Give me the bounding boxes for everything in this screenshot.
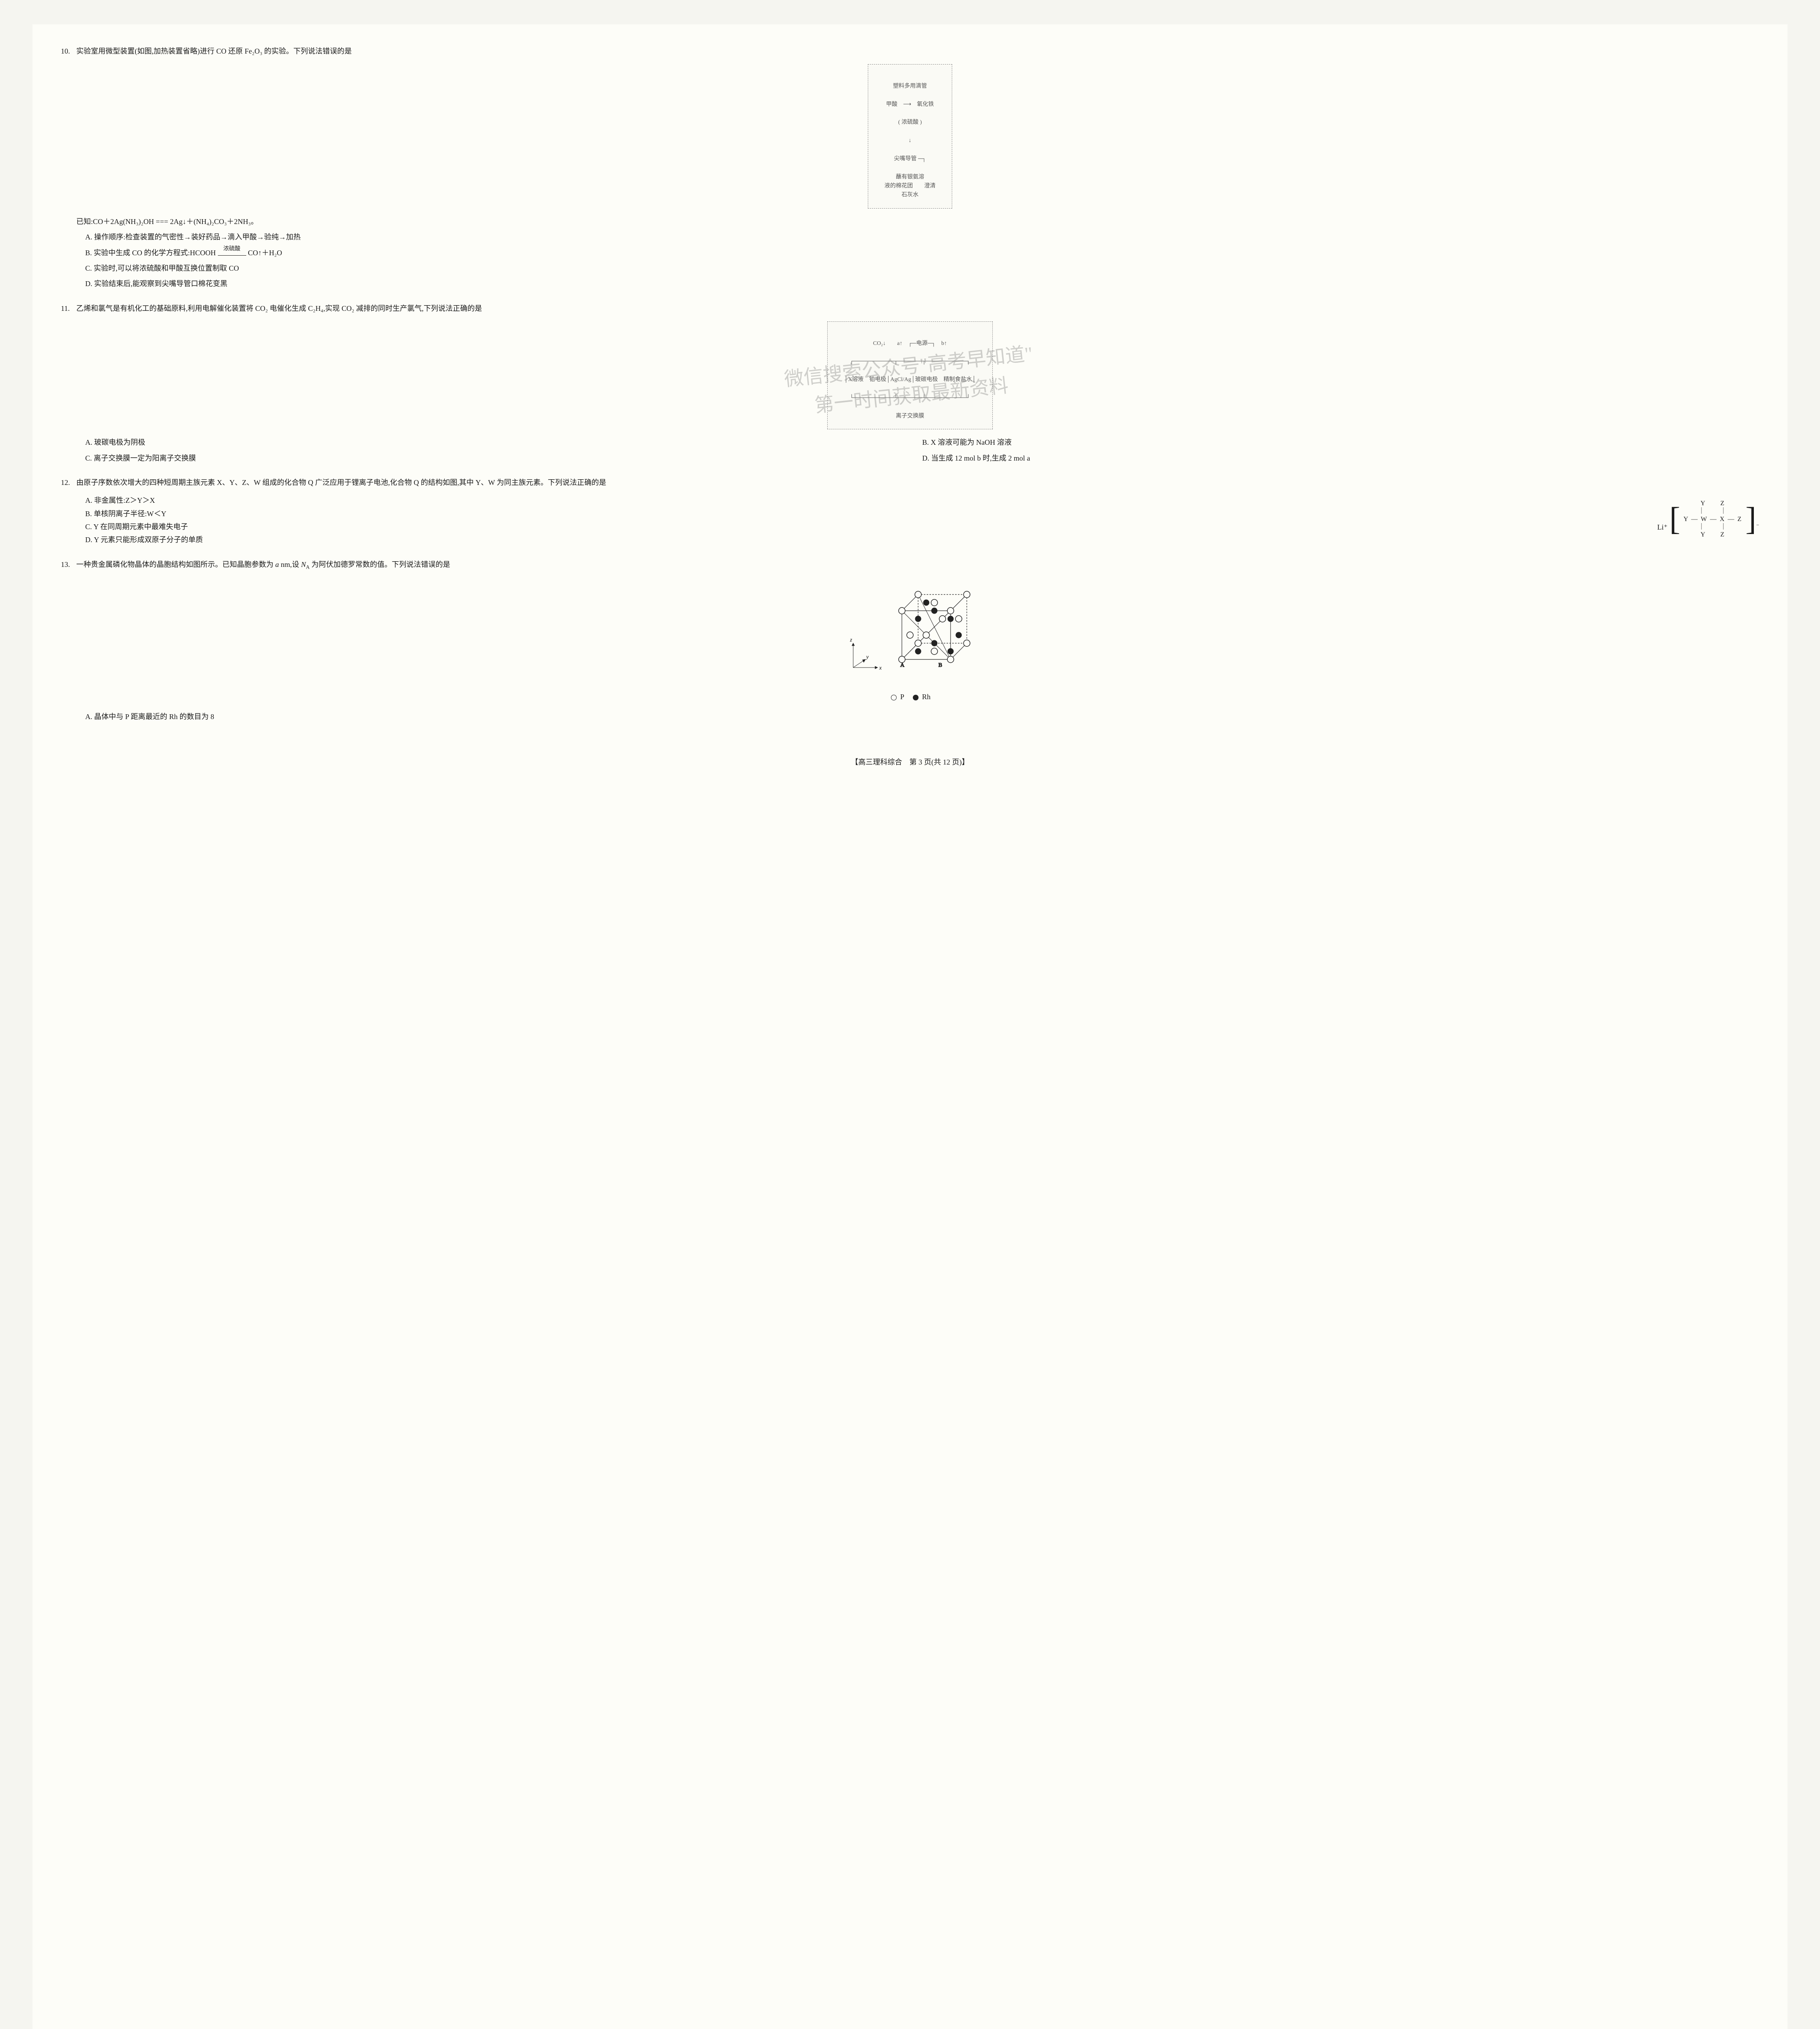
pt-a-label: A (900, 662, 905, 668)
axis-x-label: x (879, 665, 882, 671)
q10-option-a: A. 操作顺序:检查装置的气密性→装好药品→滴入甲酸→验纯→加热 (61, 230, 1759, 243)
page-footer: 【高三理科综合 第 3 页(共 12 页)】 (61, 756, 1759, 769)
question-12: 12. 由原子序数依次增大的四种短周期主族元素 X、Y、Z、W 组成的化合物 Q… (61, 476, 1759, 547)
q11-option-b: B. X 溶液可能为 NaOH 溶液 (922, 436, 1759, 449)
q11-option-c: C. 离子交换膜一定为阳离子交换膜 (85, 452, 922, 465)
exam-page: 10. 实验室用微型装置(如图,加热装置省略)进行 CO 还原 Fe₂O₃ 的实… (32, 24, 1788, 2029)
q10-option-b: B. 实验中生成 CO 的化学方程式:HCOOH 浓硫酸 CO↑＋H₂O (61, 246, 1759, 259)
q13-crystal-svg: x z y (841, 578, 979, 684)
q12-option-b: B. 单核阴离子半径:W＜Y (76, 507, 1645, 520)
q12-option-a: A. 非金属性:Z＞Y＞X (76, 494, 1645, 507)
legend-p-icon (891, 695, 897, 700)
axis-y-label: y (865, 654, 869, 660)
q13-crystal-figure: x z y (61, 578, 1759, 704)
q11-stem: 乙烯和氯气是有机化工的基础原料,利用电解催化装置将 CO₂ 电催化生成 C₂H₄… (76, 302, 1759, 315)
q11-options-row1: A. 玻碳电极为阴极 B. X 溶液可能为 NaOH 溶液 (61, 436, 1759, 449)
q11-option-d: D. 当生成 12 mol b 时,生成 2 mol a (922, 452, 1759, 465)
q12-number: 12. (61, 476, 76, 489)
legend-rh-icon (913, 695, 919, 700)
q10-apparatus-figure: 塑料多用滴管 甲酸 ⟶ 氧化铁 ( 浓硫酸 ) ↓ 尖嘴导管 ─┐ 蘸有银氨溶 … (61, 64, 1759, 208)
question-13: 13. 一种贵金属磷化物晶体的晶胞结构如图所示。已知晶胞参数为 a nm,设 N… (61, 558, 1759, 723)
q13-number: 13. (61, 558, 76, 572)
q10-option-d: D. 实验结束后,能观察到尖嘴导管口棉花变黑 (61, 277, 1759, 290)
q11-electrolysis-figure: CO₂↓ a↑ ┌─电源─┐ b↑ ┌──────────┬──────┬───… (61, 321, 1759, 429)
q11-electrolysis-diagram: CO₂↓ a↑ ┌─电源─┐ b↑ ┌──────────┬──────┬───… (827, 321, 992, 429)
pt-b-label: B (938, 662, 942, 668)
q11-option-a: A. 玻碳电极为阴极 (85, 436, 922, 449)
q11-options-row2: C. 离子交换膜一定为阳离子交换膜 D. 当生成 12 mol b 时,生成 2… (61, 452, 1759, 465)
q12-structure: Y Z ｜ ｜ Y — W — X — Z ｜ ｜ Y Z (1680, 498, 1745, 540)
q10-apparatus-diagram: 塑料多用滴管 甲酸 ⟶ 氧化铁 ( 浓硫酸 ) ↓ 尖嘴导管 ─┐ 蘸有银氨溶 … (868, 64, 952, 208)
q12-option-d: D. Y 元素只能形成双原子分子的单质 (76, 533, 1645, 546)
q13-option-a: A. 晶体中与 P 距离最近的 Rh 的数目为 8 (61, 710, 1759, 723)
q12-stem: 由原子序数依次增大的四种短周期主族元素 X、Y、Z、W 组成的化合物 Q 广泛应… (76, 476, 1759, 489)
q10-stem: 实验室用微型装置(如图,加热装置省略)进行 CO 还原 Fe₂O₃ 的实验。下列… (76, 45, 1759, 58)
q13-legend: P Rh (61, 690, 1759, 703)
q10-number: 10. (61, 45, 76, 58)
axis-z-label: z (850, 637, 852, 643)
q12-option-c: C. Y 在同周期元素中最难失电子 (76, 520, 1645, 533)
q10-given: 已知:CO＋2Ag(NH₃)₂OH === 2Ag↓＋(NH₄)₂CO₃＋2NH… (61, 215, 1759, 228)
q11-number: 11. (61, 302, 76, 315)
question-10: 10. 实验室用微型装置(如图,加热装置省略)进行 CO 还原 Fe₂O₃ 的实… (61, 45, 1759, 291)
q13-stem: 一种贵金属磷化物晶体的晶胞结构如图所示。已知晶胞参数为 a nm,设 NA 为阿… (76, 558, 1759, 572)
q10-option-c: C. 实验时,可以将浓硫酸和甲酸互换位置制取 CO (61, 262, 1759, 275)
q12-structure-figure: Li⁺ [ Y Z ｜ ｜ Y — W — X — Z ｜ ｜ Y Z ] − (1657, 494, 1759, 540)
reaction-arrow: 浓硫酸 (218, 251, 246, 256)
question-11: 11. 乙烯和氯气是有机化工的基础原料,利用电解催化装置将 CO₂ 电催化生成 … (61, 302, 1759, 465)
